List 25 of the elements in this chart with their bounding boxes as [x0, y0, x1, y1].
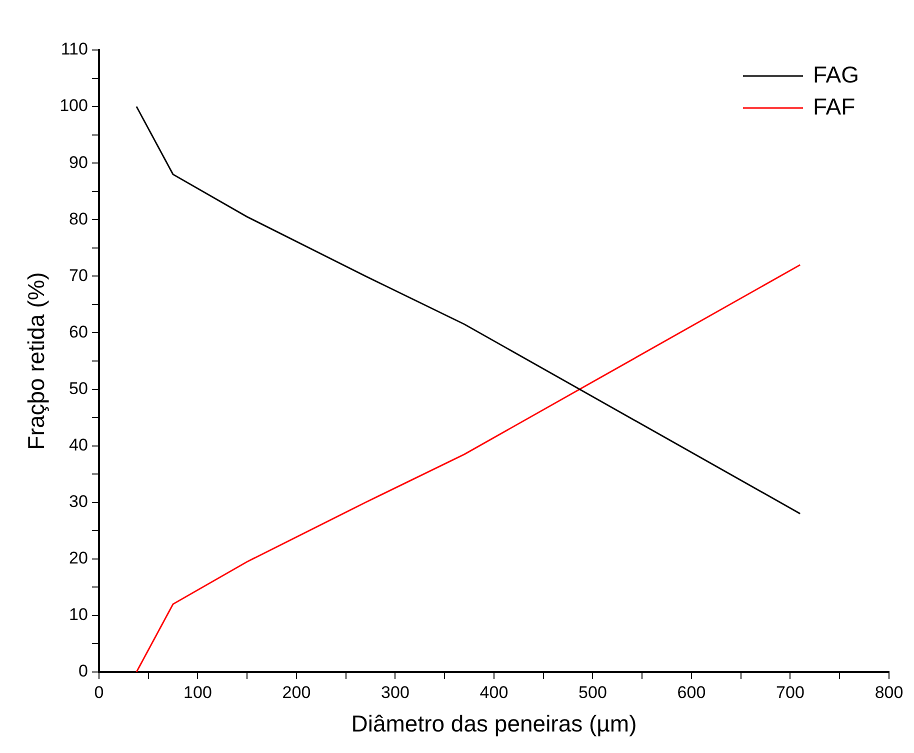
x-tick-label: 300: [381, 682, 410, 702]
y-tick-label: 80: [69, 209, 88, 228]
y-tick-label: 10: [69, 605, 88, 624]
x-tick-label: 400: [480, 682, 508, 702]
y-tick-label: 0: [78, 662, 88, 681]
y-tick-label: 100: [60, 96, 88, 116]
x-tick-label: 500: [578, 682, 607, 702]
y-tick-label: 40: [69, 436, 88, 455]
x-tick-label: 0: [94, 682, 104, 702]
x-axis-title: Diâmetro das peneiras (µm): [351, 710, 637, 737]
legend-label: FAF: [812, 93, 856, 120]
y-tick-label: 20: [69, 548, 88, 568]
y-axis-title: Fraçþo retida (%): [23, 272, 50, 450]
y-tick-label: 90: [69, 152, 88, 172]
x-tick-label: 600: [677, 682, 706, 702]
x-tick-label: 700: [776, 682, 804, 702]
y-tick-label: 50: [69, 378, 88, 398]
x-tick-label: 200: [282, 682, 311, 702]
y-tick-label: 70: [69, 266, 88, 285]
y-tick-label: 30: [69, 492, 88, 512]
y-tick-label: 110: [60, 40, 88, 59]
x-tick-label: 100: [184, 682, 212, 702]
y-tick-label: 60: [69, 322, 88, 342]
legend-label: FAG: [812, 61, 860, 88]
x-tick-label: 800: [874, 682, 904, 702]
